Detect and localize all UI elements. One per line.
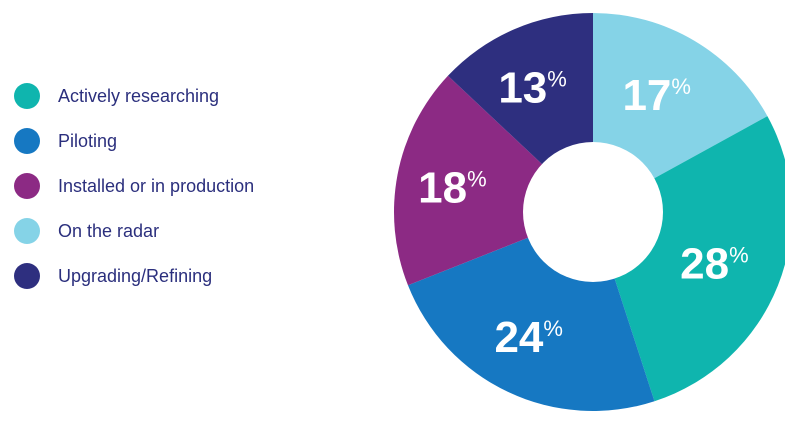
slice-value-label: 13% xyxy=(498,63,567,112)
slice-value-label: 18% xyxy=(418,163,487,212)
slice-value-unit: % xyxy=(543,316,563,341)
legend-label: Actively researching xyxy=(58,85,220,106)
slice-value-unit: % xyxy=(729,242,749,267)
slice-value-number: 17 xyxy=(622,71,671,120)
legend-item-upgrading-refining: Upgrading/Refining xyxy=(14,263,344,289)
slice-value-unit: % xyxy=(467,166,487,191)
legend-swatch xyxy=(14,263,40,289)
slice-value-label: 24% xyxy=(494,313,563,362)
slice-value-unit: % xyxy=(547,66,567,91)
legend-swatch xyxy=(14,218,40,244)
legend-label: Installed or in production xyxy=(58,175,255,196)
slice-value-unit: % xyxy=(671,74,691,99)
legend-label: Piloting xyxy=(58,130,118,151)
legend-item-actively-researching: Actively researching xyxy=(14,83,344,109)
slice-value-number: 24 xyxy=(494,313,543,362)
slice-value-number: 28 xyxy=(680,239,729,288)
legend-swatch xyxy=(14,83,40,109)
slice-value-number: 13 xyxy=(498,63,547,112)
slice-value-number: 18 xyxy=(418,163,467,212)
legend-item-on-the-radar: On the radar xyxy=(14,218,344,244)
legend-label: Upgrading/Refining xyxy=(58,265,213,286)
legend-swatch xyxy=(14,173,40,199)
chart-legend: Actively researching Piloting Installed … xyxy=(14,83,344,289)
legend-swatch xyxy=(14,128,40,154)
slice-value-label: 17% xyxy=(622,71,691,120)
slice-value-label: 28% xyxy=(680,239,749,288)
donut-slice-installed-or-in-production xyxy=(393,75,593,286)
donut-hole xyxy=(523,142,663,282)
donut-labels: 17%28%24%18%13% xyxy=(418,63,749,362)
legend-item-installed-or-in-production: Installed or in production xyxy=(14,173,344,199)
legend-label: On the radar xyxy=(58,220,160,241)
legend-item-piloting: Piloting xyxy=(14,128,344,154)
